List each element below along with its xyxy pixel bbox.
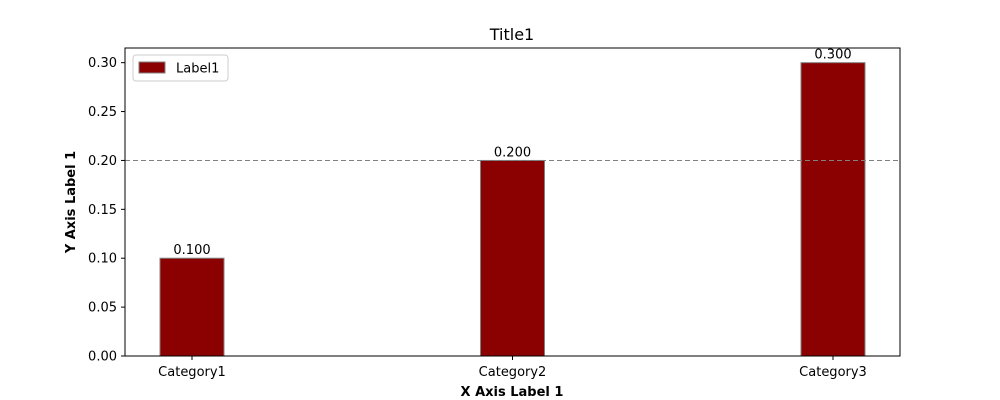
data-label: 0.300 (814, 48, 851, 63)
y-axis-title: Y Axis Label 1 (64, 151, 79, 254)
plot-area: 0.100 0.200 0.300 0.00 0.05 0.10 0.15 0.20 0.25 0… (88, 47, 901, 380)
chart-title: Title1 (489, 25, 534, 44)
x-tick-label: Category1 (158, 365, 226, 380)
y-tick-label: 0.30 (88, 56, 117, 71)
x-axis-title: X Axis Label 1 (461, 385, 564, 400)
y-tick-label: 0.10 (88, 252, 117, 267)
bar-category3 (800, 62, 866, 357)
y-tick-label: 0.15 (88, 203, 117, 218)
bar-category2 (480, 159, 545, 357)
data-label: 0.200 (494, 145, 531, 160)
y-tick-label: 0.00 (88, 350, 117, 365)
legend: Label1 (132, 54, 229, 82)
legend-swatch (138, 61, 166, 74)
y-tick-label: 0.25 (88, 105, 117, 120)
legend-label: Label1 (176, 62, 219, 77)
x-tick-label: Category3 (799, 365, 867, 380)
y-tick-label: 0.05 (88, 301, 117, 316)
bar-category1 (159, 257, 225, 357)
x-tick-label: Category2 (479, 365, 547, 380)
data-label: 0.100 (173, 243, 210, 258)
y-tick-label: 0.20 (88, 154, 117, 169)
